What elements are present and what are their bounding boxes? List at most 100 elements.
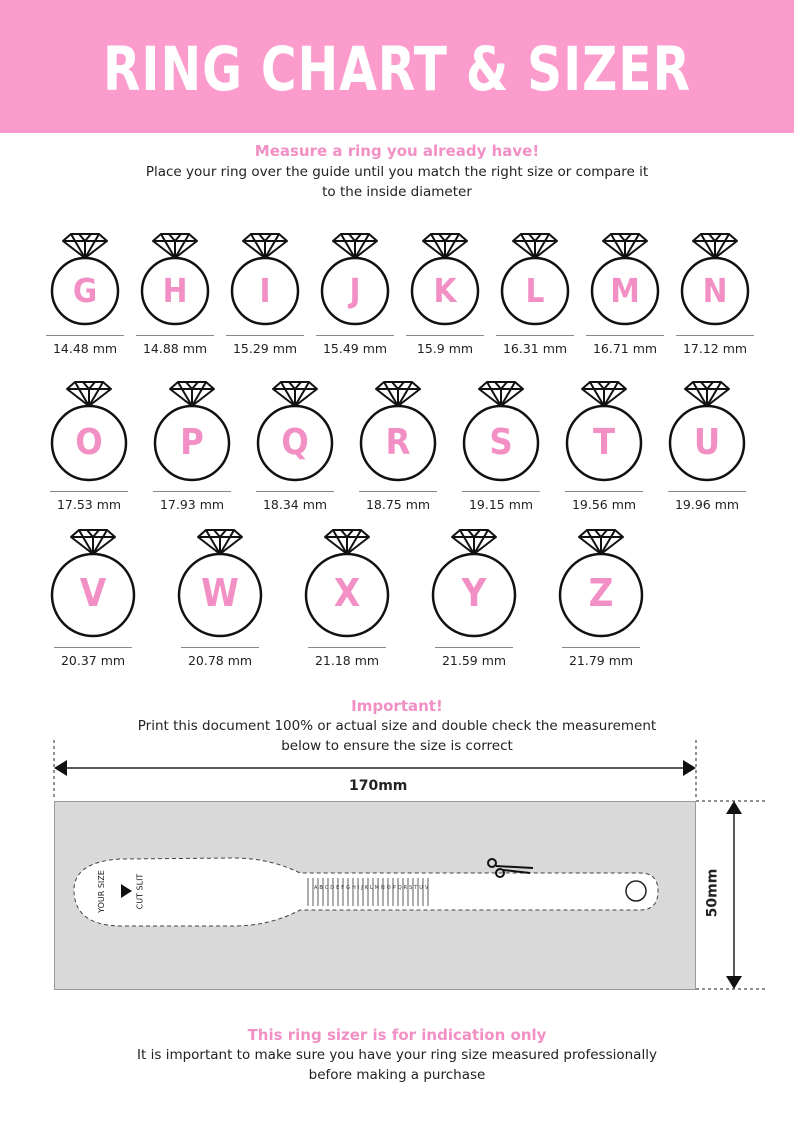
ring-size-mm: 19.15 mm [468, 497, 534, 512]
ring-size-letter: U [693, 421, 721, 463]
diamond-ring-icon [680, 233, 750, 326]
page-title: RING CHART & SIZER [102, 34, 691, 105]
ring-size-underline [562, 647, 640, 648]
ring-size-underline [153, 491, 231, 492]
ring-size-letter: T [592, 421, 616, 463]
important-text: Print this document 100% or actual size … [0, 716, 794, 756]
diamond-ring-icon [410, 233, 480, 326]
diamond-ring-icon [140, 233, 210, 326]
ring-size-letter: V [79, 571, 107, 616]
ring-size-underline [54, 647, 132, 648]
arrow-head-icon [726, 976, 742, 989]
ring-size-underline [181, 647, 259, 648]
ring-size-underline [50, 491, 128, 492]
title-banner: RING CHART & SIZER [0, 0, 794, 133]
ring-size-letter: Z [588, 571, 614, 616]
diamond-ring-icon [359, 381, 437, 482]
ring-size-letter: Y [461, 571, 487, 616]
diamond-ring-icon [500, 233, 570, 326]
ring-size-underline [136, 335, 214, 336]
ring-size-mm: 15.49 mm [322, 341, 388, 356]
diamond-ring-icon [558, 529, 644, 638]
ring-size-letter: G [72, 270, 98, 310]
diamond-ring-icon [50, 381, 128, 482]
ring-size-mm: 16.31 mm [502, 341, 568, 356]
ring-size-letter: N [702, 270, 728, 310]
ring-size-underline [359, 491, 437, 492]
ring-size-letter: J [349, 270, 361, 310]
ring-size-mm: 21.59 mm [441, 653, 507, 668]
diamond-ring-icon [230, 233, 300, 326]
ring-size-letter: Q [281, 421, 309, 463]
ring-size-mm: 19.96 mm [674, 497, 740, 512]
footer-line-2: before making a purchase [308, 1067, 486, 1083]
ring-size-mm: 21.79 mm [568, 653, 634, 668]
ring-size-mm: 21.18 mm [314, 653, 380, 668]
diamond-ring-icon [50, 233, 120, 326]
ring-size-underline [676, 335, 754, 336]
ring-size-underline [406, 335, 484, 336]
width-label: 170mm [349, 778, 408, 794]
footer-text: It is important to make sure you have yo… [0, 1045, 794, 1085]
arrow-head-icon [683, 760, 696, 776]
intro-text: Place your ring over the guide until you… [0, 162, 794, 202]
arrow-head-icon [54, 760, 67, 776]
diamond-ring-icon [590, 233, 660, 326]
ring-size-underline [226, 335, 304, 336]
ring-size-letter: I [259, 270, 271, 310]
ring-size-underline [565, 491, 643, 492]
ring-size-letter: P [180, 421, 204, 463]
ring-size-letter: R [385, 421, 411, 463]
footer-line-1: It is important to make sure you have yo… [137, 1047, 657, 1063]
ring-size-letter: K [433, 270, 457, 310]
ring-size-mm: 19.56 mm [571, 497, 637, 512]
sizer-hole [625, 880, 647, 902]
intro-heading: Measure a ring you already have! [254, 142, 540, 160]
important-heading: Important! [351, 697, 443, 715]
ring-size-mm: 20.78 mm [187, 653, 253, 668]
ring-size-mm: 18.34 mm [262, 497, 328, 512]
ring-size-mm: 15.29 mm [232, 341, 298, 356]
ring-size-letter: O [75, 421, 103, 463]
your-size-label: YOUR SIZE [96, 870, 106, 913]
ring-size-mm: 14.88 mm [142, 341, 208, 356]
diamond-ring-icon [320, 233, 390, 326]
ring-size-underline [256, 491, 334, 492]
ring-size-mm: 17.53 mm [56, 497, 122, 512]
ring-size-mm: 17.12 mm [682, 341, 748, 356]
important-line-1: Print this document 100% or actual size … [137, 718, 657, 734]
ring-size-letter: H [162, 270, 188, 310]
footer-heading: This ring sizer is for indication only [247, 1026, 547, 1044]
scissors-icon [487, 858, 534, 878]
diamond-ring-icon [565, 381, 643, 482]
diamond-ring-icon [431, 529, 517, 638]
ring-size-underline [435, 647, 513, 648]
diamond-ring-icon [256, 381, 334, 482]
ring-size-underline [308, 647, 386, 648]
ring-size-mm: 17.93 mm [159, 497, 225, 512]
ring-size-underline [46, 335, 124, 336]
important-line-2: below to ensure the size is correct [281, 738, 513, 754]
diamond-ring-icon [462, 381, 540, 482]
ring-size-mm: 14.48 mm [52, 341, 118, 356]
ring-size-letter: S [489, 421, 513, 463]
ring-size-underline [586, 335, 664, 336]
ring-size-mm: 18.75 mm [365, 497, 431, 512]
diamond-ring-icon [50, 529, 136, 638]
ring-size-underline [668, 491, 746, 492]
ring-size-mm: 15.9 mm [416, 341, 474, 356]
intro-line-2: to the inside diameter [322, 184, 472, 200]
diamond-ring-icon [304, 529, 390, 638]
ring-size-mm: 16.71 mm [592, 341, 658, 356]
diamond-ring-icon [668, 381, 746, 482]
arrow-head-icon [726, 801, 742, 814]
ring-size-letter: L [525, 270, 545, 310]
scale-letters: A B C D E F G H I J K L M N O P Q R S T … [314, 885, 430, 891]
ring-size-mm: 20.37 mm [60, 653, 126, 668]
ring-size-underline [316, 335, 394, 336]
intro-line-1: Place your ring over the guide until you… [145, 164, 649, 180]
diamond-ring-icon [153, 381, 231, 482]
size-pointer [121, 884, 132, 898]
